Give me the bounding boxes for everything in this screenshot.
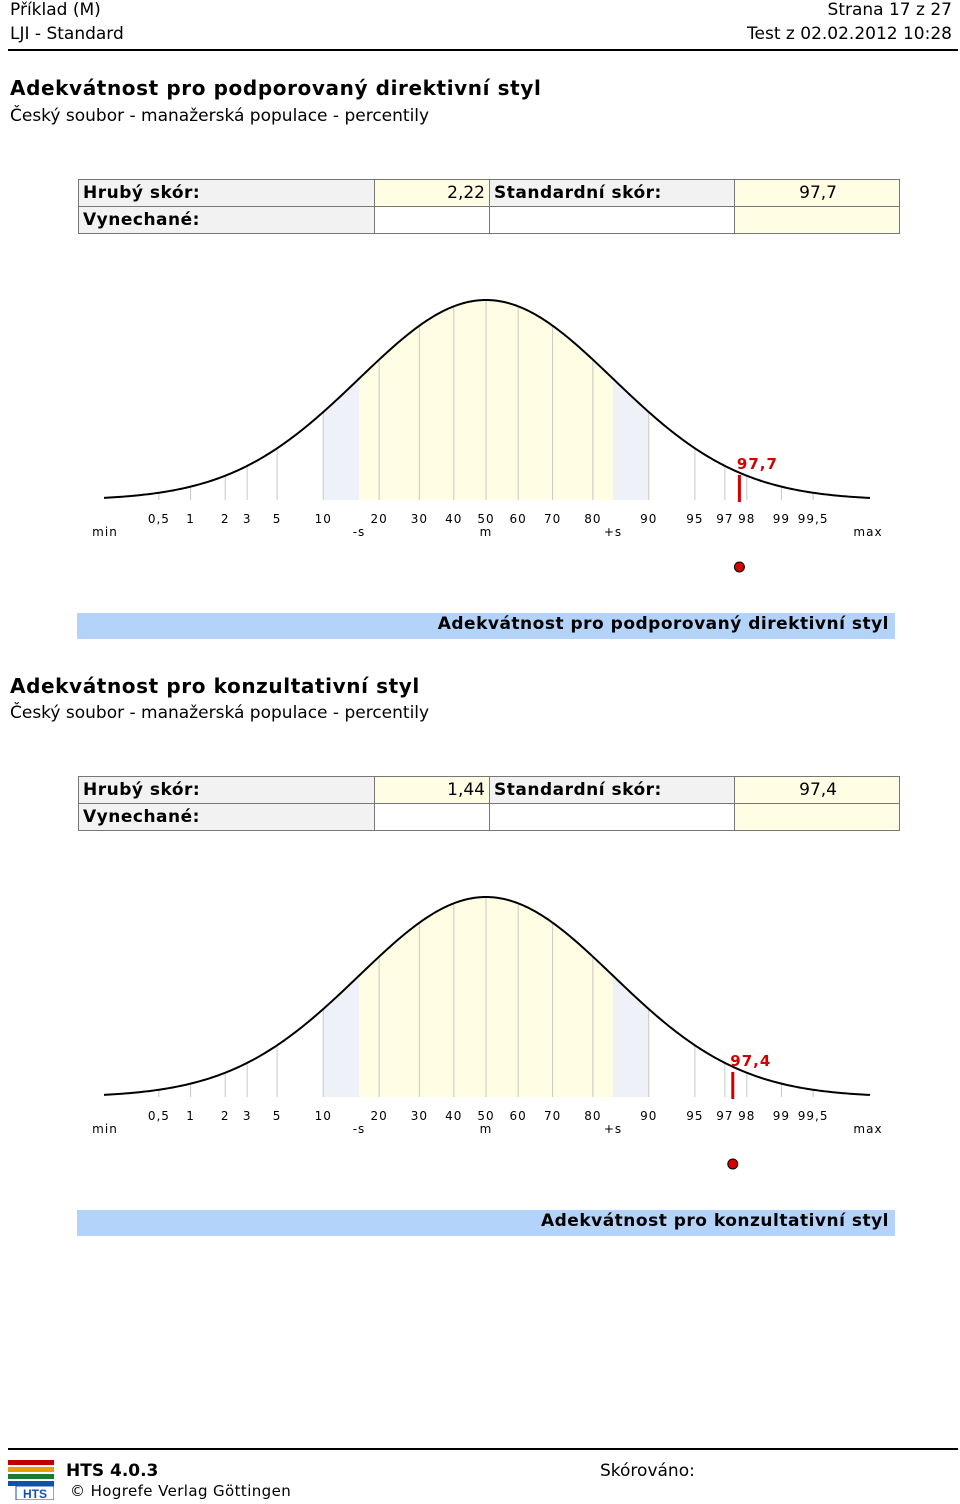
missing-label: Vynechané:: [78, 803, 375, 831]
percentile-tick-label: 50: [477, 512, 494, 526]
upper-band: [613, 975, 649, 1097]
result-banner: Adekvátnost pro konzultativní styl: [77, 1210, 895, 1236]
section-title: Adekvátnost pro podporovaný direktivní s…: [10, 76, 542, 100]
plus-sd-label: +s: [604, 525, 622, 539]
percentile-tick-label: 2: [221, 512, 230, 526]
percentile-tick-label: 20: [370, 512, 387, 526]
percentile-tick-label: 30: [411, 1109, 428, 1123]
percentile-tick-label: 20: [370, 1109, 387, 1123]
min-label: min: [92, 1122, 118, 1136]
percentile-tick-label: 97: [716, 512, 733, 526]
percentile-tick-label: 80: [584, 512, 601, 526]
product-version: HTS 4.0.3: [66, 1461, 159, 1481]
percentile-tick-label: 70: [544, 1109, 561, 1123]
header-divider: [8, 49, 958, 51]
percentile-tick-label: 1: [186, 512, 195, 526]
percentile-tick-label: 10: [315, 1109, 332, 1123]
copyright: © Hogrefe Verlag Göttingen: [70, 1482, 292, 1500]
lower-band: [323, 975, 359, 1097]
section-title: Adekvátnost pro konzultativní styl: [10, 674, 420, 698]
percentile-tick-label: 99,5: [798, 512, 829, 526]
percentile-distribution-chart: 0,5 1 2 3 5 10 20 30 40 50 60 70 80 90 95 97 98 99 99,5 min…: [92, 298, 882, 573]
min-label: min: [92, 525, 118, 539]
normal-curve: [103, 895, 871, 1096]
mean-label: m: [480, 1122, 493, 1136]
empty-cell: [489, 803, 735, 831]
percentile-tick-label: 90: [640, 512, 657, 526]
percentile-tick-label: 5: [273, 1109, 282, 1123]
raw-score-label: Hrubý skór:: [78, 776, 375, 804]
standard-score-label: Standardní skór:: [489, 179, 735, 207]
score-table: Hrubý skór: 1,44 Standardní skór: 97,4 V…: [78, 776, 900, 831]
percentile-tick-label: 90: [640, 1109, 657, 1123]
standard-score-value: 97,4: [734, 776, 900, 804]
percentile-tick-label: 0,5: [148, 1109, 170, 1123]
percentile-tick-label: 70: [544, 512, 561, 526]
percentile-distribution-chart: 0,5 1 2 3 5 10 20 30 40 50 60 70 80 90 95 97 98 99 99,5 min…: [92, 895, 882, 1170]
distribution-curve-group: 0,5 1 2 3 5 10 20 30 40 50 60 70 80 90 95 97 98 99 99,5 min…: [92, 298, 882, 573]
percentile-tick-label: 2: [221, 1109, 230, 1123]
section-subtitle: Český soubor - manažerská populace - per…: [10, 703, 430, 723]
score-marker-label: 97,7: [737, 455, 778, 473]
missing-value: [374, 803, 490, 831]
mean-label: m: [480, 525, 493, 539]
test-date: Test z 02.02.2012 10:28: [747, 24, 952, 44]
percentile-tick-label: 99,5: [798, 1109, 829, 1123]
score-marker-label: 97,4: [730, 1052, 771, 1070]
percentile-tick-label: 60: [510, 512, 527, 526]
percentile-tick-label: 80: [584, 1109, 601, 1123]
empty-cell: [734, 206, 900, 234]
raw-score-value: 1,44: [374, 776, 490, 804]
minus-sd-label: -s: [353, 525, 366, 539]
standard-score-label: Standardní skór:: [489, 776, 735, 804]
percentile-tick-label: 99: [773, 1109, 790, 1123]
percentile-tick-label: 99: [773, 512, 790, 526]
percentile-tick-label: 30: [411, 512, 428, 526]
hts-logo: HTS: [8, 1460, 54, 1500]
empty-cell: [489, 206, 735, 234]
percentile-tick-label: 1: [186, 1109, 195, 1123]
scored-by-label: Skórováno:: [600, 1461, 695, 1481]
standard-score-value: 97,7: [734, 179, 900, 207]
score-table: Hrubý skór: 2,22 Standardní skór: 97,7 V…: [78, 179, 900, 234]
percentile-tick-label: 98: [738, 512, 755, 526]
percentile-tick-label: 95: [686, 1109, 703, 1123]
percentile-tick-label: 10: [315, 512, 332, 526]
max-label: max: [853, 1122, 882, 1136]
percentile-tick-label: 60: [510, 1109, 527, 1123]
test-name: LJI - Standard: [10, 24, 124, 44]
banner-label: Adekvátnost pro podporovaný direktivní s…: [437, 614, 889, 634]
empty-cell: [734, 803, 900, 831]
logo-text: HTS: [23, 1487, 47, 1500]
plus-sd-label: +s: [604, 1122, 622, 1136]
missing-value: [374, 206, 490, 234]
percentile-tick-label: 3: [243, 1109, 252, 1123]
percentile-tick-label: 50: [477, 1109, 494, 1123]
minus-sd-label: -s: [353, 1122, 366, 1136]
page-number: Strana 17 z 27: [827, 0, 952, 20]
upper-band: [613, 378, 649, 500]
banner-label: Adekvátnost pro konzultativní styl: [540, 1211, 889, 1231]
max-label: max: [853, 525, 882, 539]
missing-label: Vynechané:: [78, 206, 375, 234]
percentile-tick-label: 98: [738, 1109, 755, 1123]
result-banner: Adekvátnost pro podporovaný direktivní s…: [77, 613, 895, 639]
distribution-curve-group: 0,5 1 2 3 5 10 20 30 40 50 60 70 80 90 95 97 98 99 99,5 min…: [92, 895, 882, 1170]
report-name: Příklad (M): [10, 0, 101, 20]
percentile-tick-label: 0,5: [148, 512, 170, 526]
lower-band: [323, 378, 359, 500]
raw-score-value: 2,22: [374, 179, 490, 207]
percentile-tick-label: 95: [686, 512, 703, 526]
section-subtitle: Český soubor - manažerská populace - per…: [10, 106, 430, 126]
percentile-tick-label: 97: [716, 1109, 733, 1123]
percentile-tick-label: 5: [273, 512, 282, 526]
percentile-tick-label: 40: [445, 1109, 462, 1123]
score-marker-dot: [727, 1158, 739, 1170]
raw-score-label: Hrubý skór:: [78, 179, 375, 207]
score-marker-dot: [733, 561, 745, 573]
normal-curve: [103, 298, 871, 499]
percentile-tick-label: 40: [445, 512, 462, 526]
percentile-tick-label: 3: [243, 512, 252, 526]
footer-divider: [8, 1448, 958, 1450]
